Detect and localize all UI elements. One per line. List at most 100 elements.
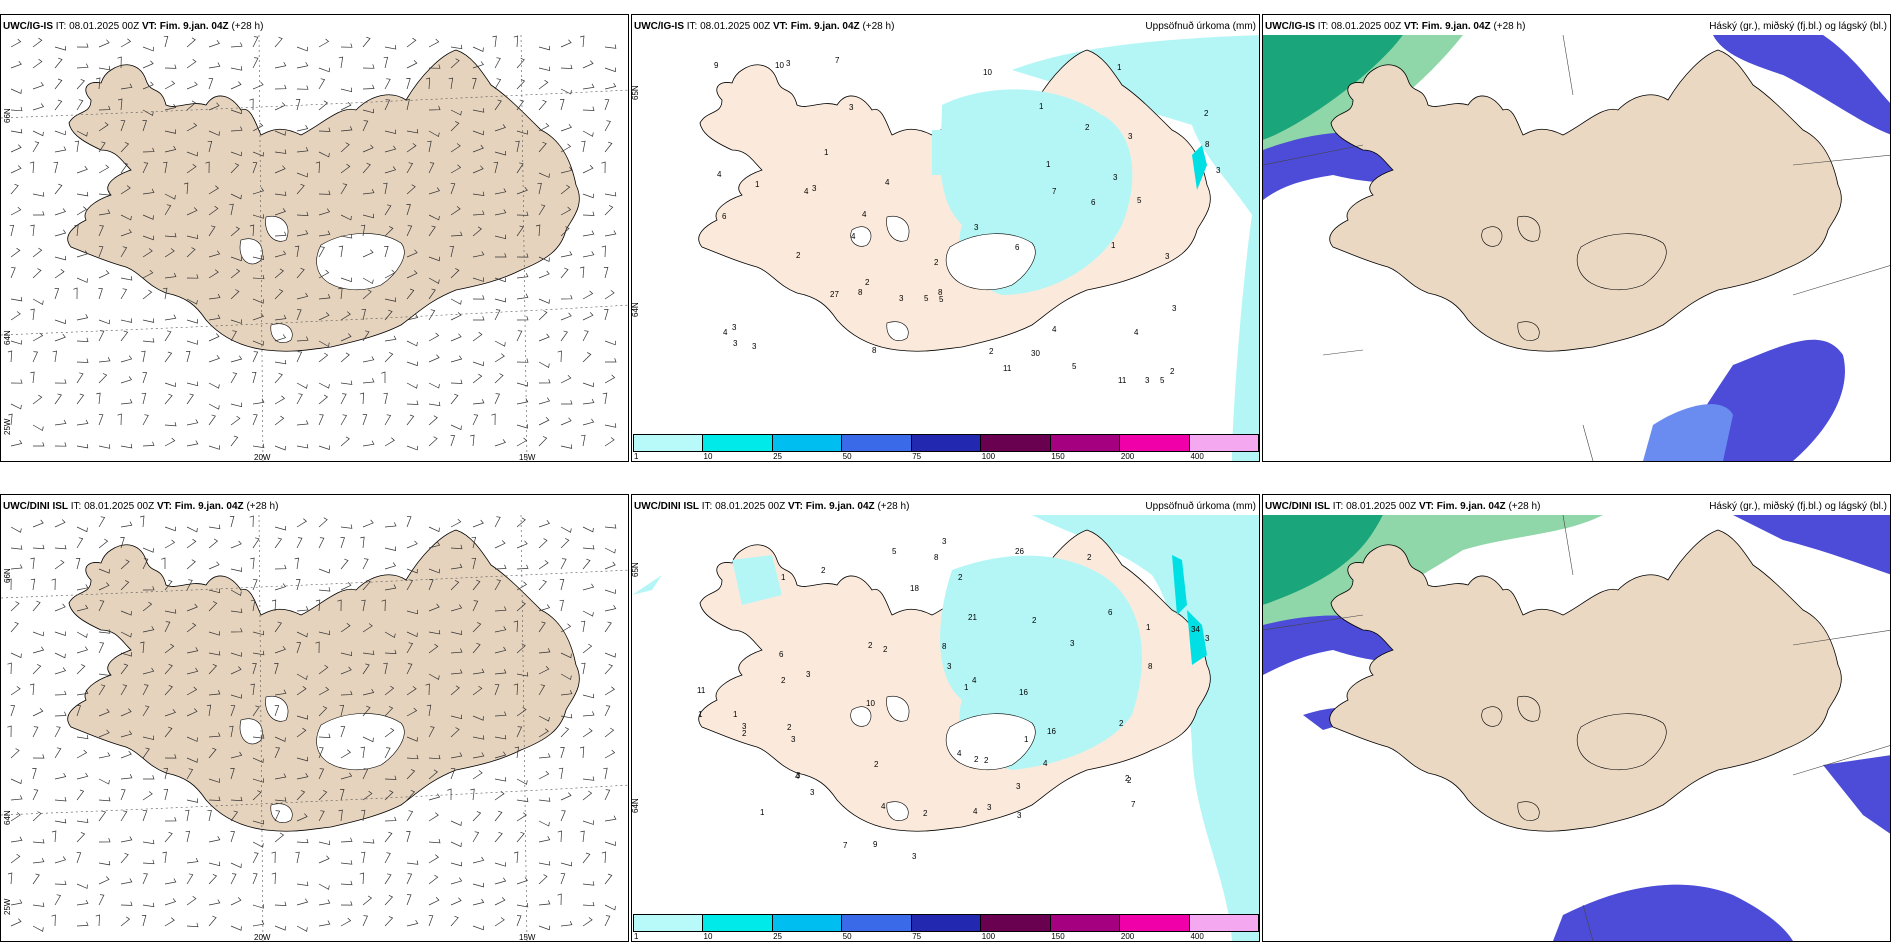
cloud-map[interactable] xyxy=(1263,35,1891,461)
wind-barb xyxy=(208,333,220,342)
wind-barb xyxy=(296,537,303,549)
precip-value: 3 xyxy=(810,788,815,797)
wind-barb xyxy=(141,915,147,927)
wind-barb xyxy=(406,894,412,906)
wind-barb xyxy=(405,98,410,111)
wind-barb xyxy=(381,371,386,383)
precip-value: 3 xyxy=(1165,252,1170,261)
wind-barb xyxy=(580,830,585,843)
wind-barb xyxy=(579,746,585,759)
wind-barb xyxy=(516,186,528,195)
wind-barb xyxy=(340,772,353,780)
wind-barb xyxy=(362,736,374,743)
wind-barb xyxy=(318,855,330,864)
wind-barb xyxy=(98,191,111,196)
wind-barb xyxy=(252,630,264,636)
wind-barb xyxy=(296,790,306,801)
wind-barb xyxy=(450,143,461,153)
wind-map[interactable] xyxy=(1,515,629,941)
wind-barb xyxy=(30,371,35,384)
wind-barb xyxy=(340,333,352,342)
wind-barb xyxy=(362,213,374,219)
wind-barb xyxy=(230,402,243,408)
wind-barb xyxy=(428,603,440,612)
wind-barb xyxy=(561,400,573,405)
wind-barb xyxy=(318,312,330,321)
wind-barb xyxy=(494,564,507,570)
lat-label: 25W xyxy=(3,898,12,915)
wind-barb xyxy=(560,143,572,153)
wind-barb xyxy=(428,643,439,654)
wind-barb xyxy=(164,878,177,885)
colorbar-tick: 400 xyxy=(1190,932,1204,941)
wind-barb xyxy=(186,247,196,258)
wind-barb xyxy=(32,789,39,801)
wind-barb xyxy=(516,915,522,927)
wind-barb xyxy=(230,897,242,906)
wind-barb xyxy=(274,663,279,675)
wind-barb xyxy=(538,333,550,342)
wind-barb xyxy=(32,902,45,907)
wind-barb xyxy=(538,715,550,722)
wind-barb xyxy=(318,706,328,717)
wind-barb xyxy=(406,631,418,638)
wind-barb xyxy=(10,601,20,612)
wind-barb xyxy=(428,187,441,195)
wind-barb xyxy=(10,918,22,927)
wind-barb xyxy=(32,708,44,717)
wind-barb xyxy=(604,652,616,658)
colorbar-tick: 1 xyxy=(634,452,639,461)
wind-barb xyxy=(186,59,197,69)
wind-barb xyxy=(120,141,130,153)
wind-barb xyxy=(340,126,353,132)
wind-barb xyxy=(493,161,499,174)
wind-barb xyxy=(340,837,353,843)
wind-barb xyxy=(230,652,242,657)
wind-barb xyxy=(362,579,371,591)
wind-barb xyxy=(76,526,88,533)
wind-barb xyxy=(54,726,61,738)
wind-barb xyxy=(494,78,502,90)
wind-barb xyxy=(274,645,286,654)
wind-map[interactable] xyxy=(1,35,629,461)
wind-barb xyxy=(428,726,435,738)
wind-barb xyxy=(406,414,415,426)
wind-barb xyxy=(494,751,507,759)
wind-barb xyxy=(384,45,397,50)
wind-barb xyxy=(604,841,616,846)
wind-barb xyxy=(120,580,130,591)
wind-barb xyxy=(450,109,462,116)
wind-barb xyxy=(208,445,220,450)
wind-barb xyxy=(384,246,389,258)
colorbar-tick: 200 xyxy=(1120,932,1135,941)
precip-value: 4 xyxy=(804,187,809,196)
wind-barb xyxy=(535,224,541,237)
wind-barb xyxy=(76,314,89,321)
wind-barb xyxy=(120,684,128,696)
wind-barb xyxy=(318,587,331,592)
wind-barb xyxy=(32,519,44,528)
wind-barb xyxy=(582,583,595,591)
wind-barb xyxy=(76,443,89,449)
wind-barb xyxy=(494,309,501,321)
wind-barb xyxy=(54,818,67,824)
cloud-title: Háský (gr.), miðský (fj.bl.) og lágský (… xyxy=(1709,21,1887,32)
wind-barb xyxy=(10,247,21,258)
precip-map[interactable]: 1226233313134135711493818434326211663342… xyxy=(632,515,1260,941)
wind-barb xyxy=(472,399,485,405)
wind-barb xyxy=(384,584,397,591)
lon-label: 20W xyxy=(254,933,271,942)
wind-barb xyxy=(318,747,324,759)
wind-barb xyxy=(10,686,21,696)
wind-barb xyxy=(428,568,440,574)
cloud-map[interactable] xyxy=(1263,515,1891,941)
wind-barb xyxy=(274,231,287,237)
wind-barb xyxy=(32,768,37,780)
wind-barb xyxy=(340,582,352,591)
wind-barb xyxy=(340,524,353,529)
wind-barb xyxy=(186,526,198,533)
wind-barb xyxy=(76,165,88,174)
precip-value: 4 xyxy=(885,178,890,187)
wind-barb xyxy=(516,831,525,843)
